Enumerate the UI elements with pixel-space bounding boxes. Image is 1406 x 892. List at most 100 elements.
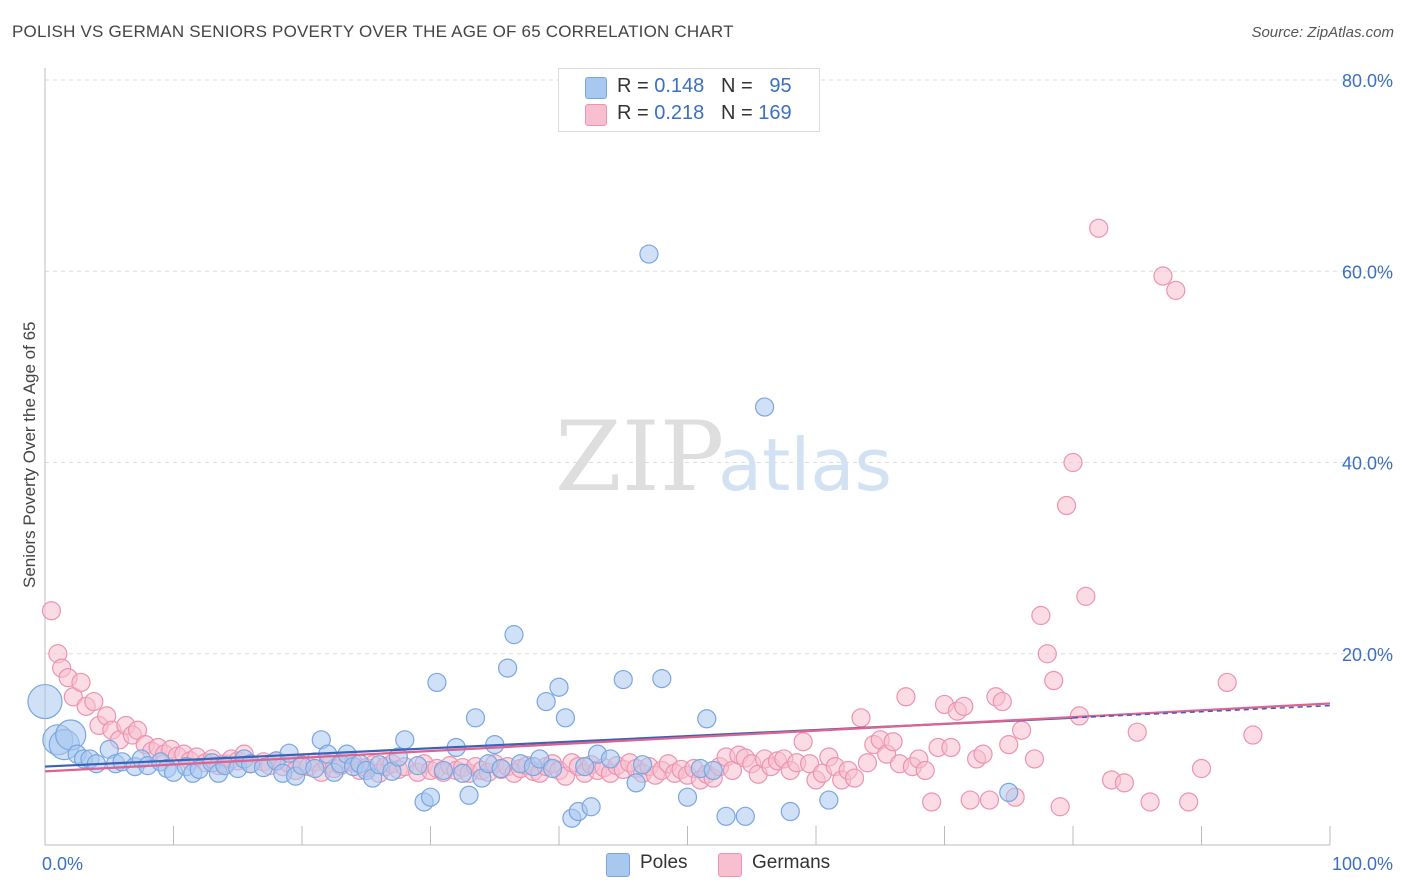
- point-germans: [992, 691, 1012, 712]
- point-germans: [1243, 725, 1263, 745]
- r-value-germans: 0.218: [654, 102, 705, 124]
- point-germans: [954, 696, 974, 716]
- point-germans: [1024, 749, 1045, 769]
- x-tick-label: 100.0%: [1332, 854, 1393, 874]
- point-poles: [754, 397, 775, 417]
- point-poles: [703, 760, 723, 781]
- point-germans: [857, 753, 878, 773]
- point-germans: [1050, 797, 1070, 817]
- point-poles: [780, 801, 800, 822]
- point-germans: [1217, 672, 1237, 693]
- point-germans: [999, 734, 1019, 755]
- point-poles: [716, 806, 736, 826]
- point-poles: [459, 785, 479, 805]
- source-credit: Source: ZipAtlas.com: [1251, 24, 1394, 41]
- point-poles: [427, 672, 447, 693]
- point-poles: [735, 806, 755, 826]
- point-germans: [1153, 266, 1173, 286]
- legend-stats: R = 0.148 N = 95 R = 0.218 N = 169: [558, 68, 820, 132]
- trend-extension-poles: [1072, 704, 1331, 719]
- legend-series: Poles Germans: [0, 852, 1406, 878]
- point-poles: [652, 669, 672, 689]
- point-poles: [536, 691, 556, 712]
- point-germans: [1037, 644, 1057, 664]
- legend-swatch-germans: [585, 104, 607, 126]
- point-poles: [549, 677, 569, 697]
- point-poles: [504, 625, 524, 645]
- point-germans: [799, 754, 820, 774]
- point-poles: [453, 763, 473, 783]
- y-tick-label: 40.0%: [1342, 454, 1393, 474]
- point-germans: [1179, 792, 1199, 812]
- point-poles: [395, 730, 415, 750]
- y-tick-label: 60.0%: [1342, 262, 1393, 282]
- chart-title: POLISH VS GERMAN SENIORS POVERTY OVER TH…: [12, 22, 734, 41]
- point-poles: [433, 760, 453, 781]
- point-germans: [896, 687, 916, 707]
- point-germans: [979, 790, 1000, 810]
- point-germans: [1044, 670, 1064, 691]
- x-tick-label: 0.0%: [42, 854, 83, 874]
- axes: [44, 68, 1331, 846]
- point-germans: [960, 790, 980, 810]
- point-poles: [819, 790, 839, 810]
- point-poles: [465, 708, 486, 728]
- data-points: [27, 218, 1263, 828]
- point-germans: [851, 708, 871, 728]
- point-poles: [697, 709, 717, 729]
- point-poles: [530, 749, 550, 769]
- point-poles: [613, 669, 633, 690]
- point-germans: [1089, 218, 1109, 238]
- point-poles: [626, 773, 646, 793]
- point-poles: [305, 758, 325, 779]
- tick-labels: 20.0% 40.0% 60.0% 80.0% 0.0% 100.0%: [42, 71, 1393, 874]
- legend-label-poles: Poles: [640, 852, 688, 873]
- point-poles: [498, 658, 518, 678]
- point-poles: [639, 244, 659, 264]
- point-germans: [1056, 495, 1077, 516]
- point-germans: [922, 792, 942, 812]
- point-germans: [973, 744, 993, 764]
- watermark-atlas: atlas: [718, 423, 892, 507]
- trend-line-germans: [44, 702, 1331, 773]
- legend-label-germans: Germans: [752, 852, 831, 873]
- point-poles: [491, 758, 511, 779]
- point-germans: [71, 672, 91, 693]
- r-value-poles: 0.148: [654, 75, 705, 97]
- point-germans: [1063, 452, 1083, 473]
- point-germans: [941, 737, 961, 758]
- point-germans: [915, 760, 935, 781]
- point-germans: [1166, 280, 1186, 300]
- point-germans: [41, 601, 62, 621]
- point-germans: [793, 732, 813, 752]
- legend-swatch-poles: [606, 853, 630, 877]
- point-poles: [420, 787, 441, 807]
- watermark-zip: ZIP: [555, 401, 724, 513]
- trend-lines: [44, 702, 1331, 773]
- point-poles: [581, 797, 601, 817]
- point-poles: [632, 755, 653, 775]
- n-value-germans: 169: [758, 102, 792, 124]
- point-germans: [1031, 605, 1051, 626]
- point-poles: [408, 756, 428, 776]
- point-poles: [600, 749, 621, 769]
- point-poles: [27, 683, 63, 720]
- point-germans: [844, 768, 865, 788]
- point-germans: [1140, 792, 1160, 812]
- y-tick-label: 20.0%: [1342, 645, 1393, 665]
- point-germans: [84, 691, 104, 712]
- point-germans: [1114, 773, 1135, 793]
- point-germans: [1076, 586, 1096, 606]
- point-poles: [542, 758, 563, 779]
- point-germans: [883, 732, 903, 752]
- n-value-poles: 95: [769, 75, 792, 97]
- legend-swatch-poles: [585, 77, 607, 99]
- y-tick-label: 80.0%: [1342, 71, 1393, 91]
- point-poles: [555, 708, 576, 728]
- legend-swatch-germans: [718, 853, 742, 877]
- point-germans: [1011, 720, 1032, 740]
- point-germans: [1191, 758, 1212, 779]
- point-poles: [575, 756, 595, 777]
